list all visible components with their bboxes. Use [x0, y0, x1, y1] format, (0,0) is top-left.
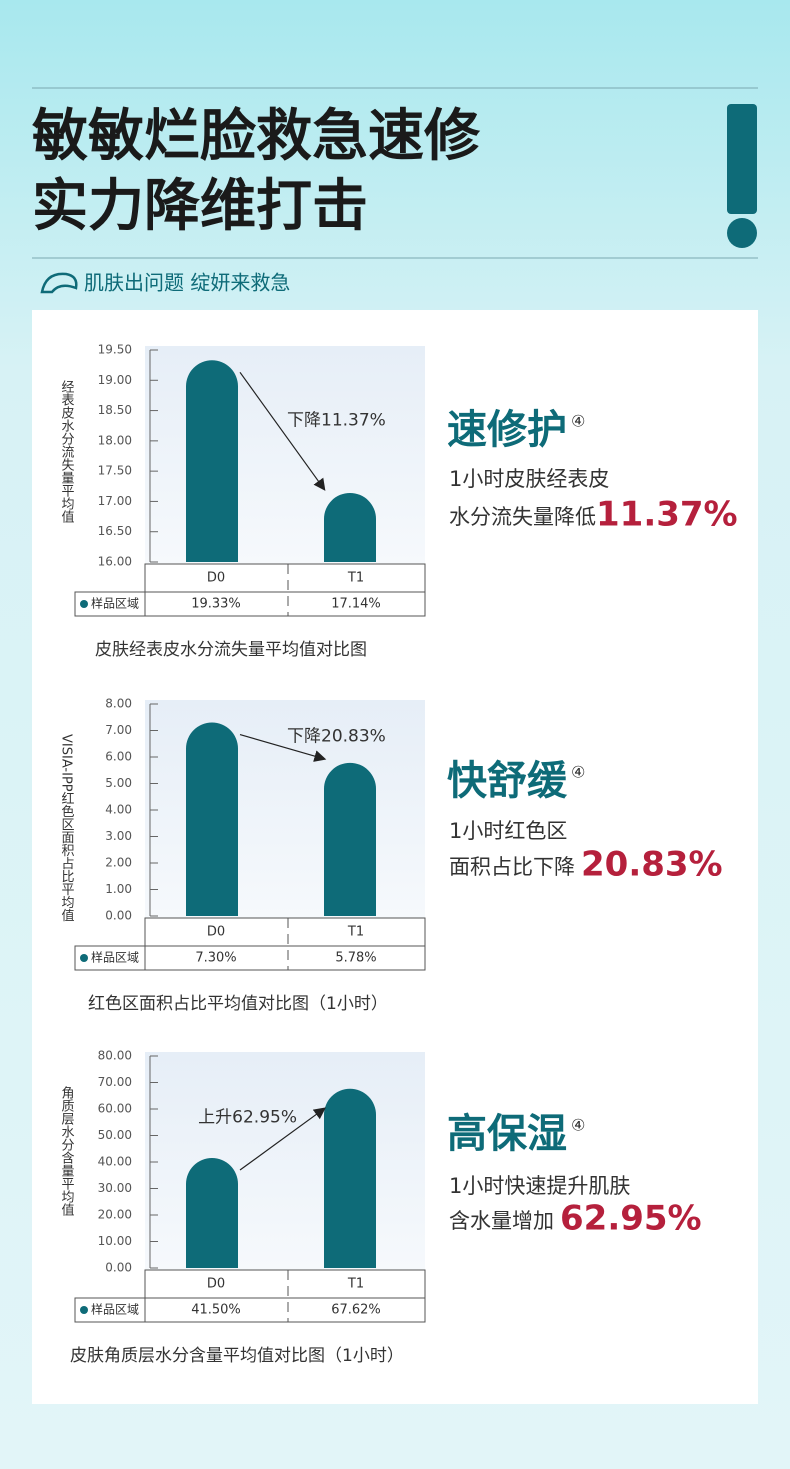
- icon: [40, 272, 78, 294]
- annotation: 下降11.37%: [287, 411, 386, 431]
- y-tick-label: 50.00: [98, 1128, 132, 1142]
- legend-dot: [80, 1306, 88, 1314]
- claim-highlight: 20.83%: [581, 845, 723, 885]
- table-value: 19.33%: [191, 597, 241, 612]
- y-tick-label: 7.00: [105, 723, 132, 737]
- x-tick-label: T1: [347, 571, 364, 586]
- y-tick-label: 19.50: [98, 343, 132, 357]
- exclamation: [727, 104, 757, 214]
- claim-line: 含水量增加: [449, 1209, 554, 1233]
- y-tick-label: 80.00: [98, 1049, 132, 1063]
- table-frame: [144, 917, 426, 971]
- y-tick-label: 17.00: [98, 494, 132, 508]
- claim-title: 快舒缓: [447, 758, 568, 804]
- arrow: [239, 1107, 326, 1171]
- y-tick-label: 4.00: [105, 803, 132, 817]
- bar: [324, 492, 376, 562]
- table-value: 67.62%: [331, 1303, 381, 1318]
- arrow: [239, 733, 327, 762]
- claim-note: ④: [571, 412, 585, 431]
- y-tick-label: 0.00: [105, 1261, 132, 1275]
- claim-line: 1小时快速提升肌肤: [449, 1174, 630, 1198]
- table-value: 17.14%: [331, 597, 381, 612]
- y-tick-label: 18.50: [98, 403, 132, 417]
- y-tick-label: 20.00: [98, 1208, 132, 1222]
- headline: 敏敏烂脸救急速修: [32, 104, 481, 169]
- y-tick-label: 0.00: [105, 909, 132, 923]
- table-label-cell: [74, 591, 146, 617]
- y-axis-label: 经表皮水分流失量平均值: [59, 380, 75, 524]
- legend-dot: [80, 954, 88, 962]
- y-axis-label: VISIA-IPP红色区面积占比平均值: [59, 734, 75, 923]
- row-label: 样品区域: [91, 950, 139, 965]
- bar: [186, 360, 239, 562]
- headline: 实力降维打击: [32, 174, 368, 239]
- x-tick-label: D0: [207, 571, 225, 586]
- claim-line: 水分流失量降低: [449, 505, 596, 529]
- y-tick-label: 60.00: [98, 1102, 132, 1116]
- claim-line: 1小时红色区: [449, 819, 567, 843]
- x-tick-label: T1: [347, 1277, 364, 1292]
- y-tick-label: 19.00: [98, 373, 132, 387]
- bar: [324, 1088, 376, 1268]
- y-tick-label: 17.50: [98, 464, 132, 478]
- arrow: [239, 371, 326, 491]
- y-tick-label: 10.00: [98, 1234, 132, 1248]
- row-label: 样品区域: [91, 1302, 139, 1317]
- table-label-cell: [74, 945, 146, 971]
- x-tick-label: D0: [207, 925, 225, 940]
- claim-title: 高保湿: [447, 1111, 567, 1157]
- legend-dot: [80, 600, 88, 608]
- claim-line: 1小时皮肤经表皮: [449, 467, 609, 491]
- y-tick-label: 6.00: [105, 750, 132, 764]
- table-label-cell: [74, 1297, 146, 1323]
- claim-line: 面积占比下降: [449, 855, 575, 879]
- bar: [186, 722, 239, 916]
- table-value: 5.78%: [335, 951, 376, 966]
- table-frame: [144, 563, 426, 617]
- y-tick-label: 8.00: [105, 697, 132, 711]
- caption: 皮肤角质层水分含量平均值对比图（1小时）: [70, 1346, 404, 1366]
- y-axis-label: 角质层水分含量平均值: [59, 1086, 75, 1217]
- y-tick-label: 1.00: [105, 882, 132, 896]
- y-tick-label: 16.50: [98, 524, 132, 538]
- exclamation-dot: [727, 218, 757, 248]
- claim-title: 速修护: [447, 407, 567, 453]
- y-tick-label: 40.00: [98, 1155, 132, 1169]
- row-label: 样品区域: [91, 596, 139, 611]
- caption: 红色区面积占比平均值对比图（1小时）: [88, 994, 388, 1014]
- table-value: 41.50%: [191, 1303, 241, 1318]
- x-tick-label: T1: [347, 925, 364, 940]
- claim-note: ④: [571, 763, 585, 782]
- caption: 皮肤经表皮水分流失量平均值对比图: [95, 640, 367, 660]
- table-value: 7.30%: [195, 951, 236, 966]
- y-tick-label: 70.00: [98, 1075, 132, 1089]
- y-tick-label: 16.00: [98, 555, 132, 569]
- y-tick-label: 2.00: [105, 856, 132, 870]
- annotation: 下降20.83%: [287, 727, 386, 747]
- claim-highlight: 62.95%: [560, 1199, 702, 1239]
- annotation: 上升62.95%: [198, 1107, 297, 1127]
- y-tick-label: 18.00: [98, 433, 132, 447]
- y-tick-label: 30.00: [98, 1181, 132, 1195]
- claim-highlight: 11.37%: [596, 495, 738, 535]
- y-tick-label: 5.00: [105, 776, 132, 790]
- bar: [186, 1158, 239, 1268]
- x-tick-label: D0: [207, 1277, 225, 1292]
- table-frame: [144, 1269, 426, 1323]
- tagline: 肌肤出问题 绽妍来救急: [84, 271, 290, 295]
- y-tick-label: 3.00: [105, 829, 132, 843]
- bar: [324, 762, 376, 916]
- claim-note: ④: [571, 1116, 585, 1135]
